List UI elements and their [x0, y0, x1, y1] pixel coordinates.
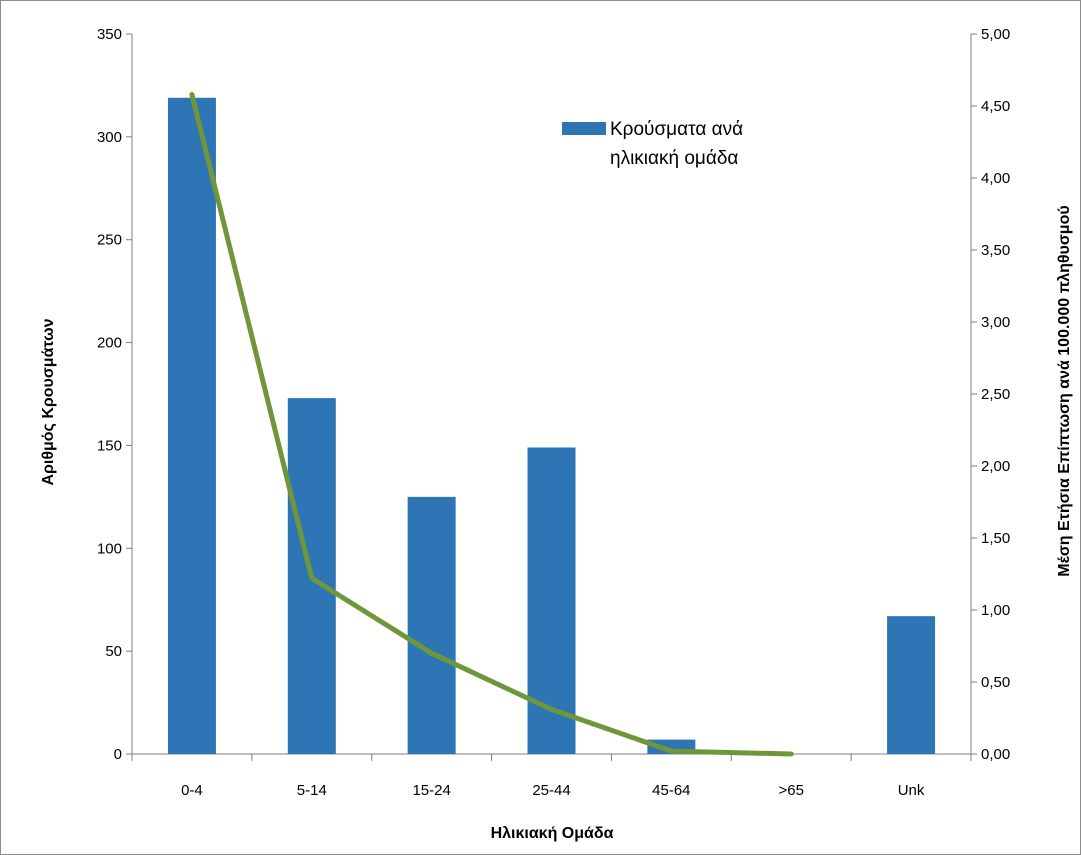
y2-axis-title: Μέση Ετήσια Επίπτωση ανά 100.000 πληθυσμ… — [1056, 205, 1073, 576]
legend-label-line1: Κρούσματα ανά — [610, 119, 743, 140]
bar-15-24 — [407, 496, 456, 754]
y2-tick-label: 0,00 — [981, 746, 1010, 763]
line-series-group — [189, 92, 794, 757]
x-tick-label: 5-14 — [297, 782, 327, 799]
y-axis-title: Αριθμός Κρουσμάτων — [40, 318, 57, 485]
y2-tick-label: 5,00 — [981, 26, 1010, 43]
y2-tick-label: 2,00 — [981, 458, 1010, 475]
y2-tick-label: 3,50 — [981, 242, 1010, 259]
x-tick-label: >65 — [778, 782, 803, 799]
x-tick-label: 15-24 — [412, 782, 450, 799]
y2-tick-label: 4,00 — [981, 170, 1010, 187]
bar-Unk — [887, 616, 936, 754]
y2-tick-label: 2,50 — [981, 386, 1010, 403]
y-tick-label: 250 — [97, 232, 122, 249]
y-tick-label: 350 — [97, 26, 122, 43]
legend: Κρούσματα ανά ηλικιακή ομάδα — [562, 119, 743, 169]
incidence-line — [189, 92, 794, 757]
x-tick-label: 25-44 — [532, 782, 570, 799]
y-tick-label: 150 — [97, 437, 122, 454]
tick-labels-group: 0 50 100 150 200 250 300 350 0,00 0,50 1,00 1,50 2,0… — [97, 26, 1010, 799]
x-tick-label: Unk — [898, 782, 925, 799]
y2-tick-label: 1,50 — [981, 530, 1010, 547]
y-tick-label: 50 — [105, 643, 122, 660]
y-tick-label: 200 — [97, 335, 122, 352]
bar-0-4 — [167, 97, 216, 755]
y-tick-label: 0 — [114, 746, 122, 763]
bars-group — [167, 97, 936, 755]
legend-label-line2: ηλικιακή ομάδα — [610, 148, 738, 169]
x-axis-title: Ηλικιακή Ομάδα — [491, 825, 614, 842]
y2-tick-label: 4,50 — [981, 98, 1010, 115]
x-tick-label: 45-64 — [652, 782, 690, 799]
y2-tick-label: 1,00 — [981, 602, 1010, 619]
y-tick-label: 300 — [97, 129, 122, 146]
x-tick-label: 0-4 — [181, 782, 203, 799]
y2-tick-label: 0,50 — [981, 674, 1010, 691]
legend-swatch-bars — [562, 122, 606, 135]
y-tick-label: 100 — [97, 540, 122, 557]
y2-tick-label: 3,00 — [981, 314, 1010, 331]
